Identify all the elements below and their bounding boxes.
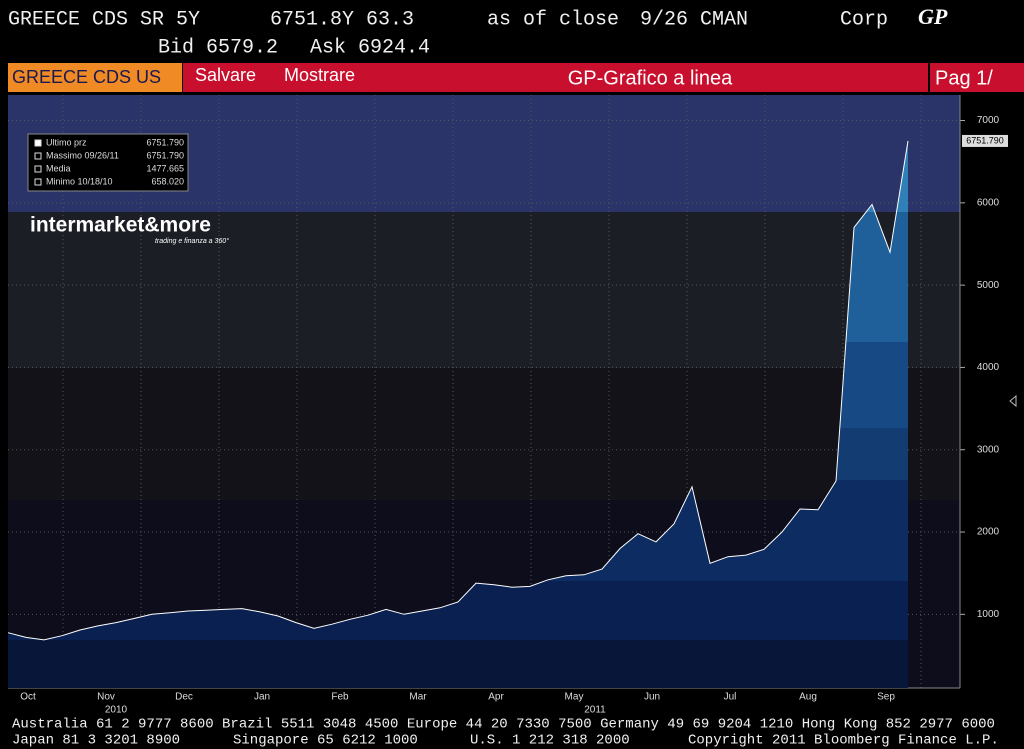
line	[7, 140, 909, 641]
watermark-tagline: trading e finanza a 360°	[155, 237, 229, 245]
price: 6751.8Y 63.3	[270, 8, 414, 31]
y-tick-label: 5000	[977, 280, 1000, 291]
y-tick-label: 6000	[977, 197, 1000, 208]
footer-line: Singapore 65 6212 1000	[233, 733, 418, 749]
stats-value: 6751.790	[146, 137, 184, 147]
x-tick-label: Dec	[175, 692, 193, 703]
ticker-box	[8, 63, 182, 92]
stats-frame	[27, 133, 189, 192]
toolbar	[183, 63, 928, 92]
market: Corp	[840, 8, 888, 31]
show-button[interactable]: Mostrare	[284, 65, 355, 85]
last-value-box	[962, 134, 1008, 147]
watermark-brand: intermarket&more	[30, 214, 211, 237]
x-tick-label: Oct	[20, 692, 36, 703]
x-tick-label: Apr	[488, 692, 504, 703]
x-tick-label: Jun	[644, 692, 660, 703]
stats-icon	[34, 139, 42, 147]
stats-label: Ultimo prz	[46, 137, 87, 147]
security: GREECE CDS SR 5Y	[8, 8, 200, 31]
stats-box: Ultimo prz 6751.790 Massimo 09/26/11 6751.7…	[27, 133, 189, 192]
y-tick-label: 3000	[977, 444, 1000, 455]
band	[8, 368, 960, 500]
x-tick-label: May	[565, 692, 584, 703]
year-label: 2011	[584, 705, 606, 716]
stats-label: Minimo 10/18/10	[46, 176, 113, 186]
y-tick-label: 1000	[977, 609, 1000, 620]
x-tick-label: Sep	[877, 692, 895, 703]
x-tick-label: Jul	[724, 692, 737, 703]
last-value-label: 6751.790	[966, 135, 1004, 145]
ask: Ask 6924.4	[310, 36, 430, 59]
area-band	[8, 640, 908, 688]
band	[8, 212, 960, 368]
x-tick-label: Feb	[331, 692, 349, 703]
stats-icon	[34, 152, 42, 160]
y-tick-label: 2000	[977, 527, 1000, 538]
y-tick-label: 4000	[977, 362, 1000, 373]
y-tick-label: 7000	[977, 115, 1000, 126]
date: 9/26 CMAN	[640, 8, 748, 31]
as-of: as of close	[487, 8, 619, 31]
page[interactable]: Pag 1/	[935, 67, 993, 89]
stats-value: 1477.665	[146, 163, 184, 173]
ticker: GREECE CDS US	[12, 67, 161, 87]
x-tick-label: Nov	[97, 692, 115, 703]
toolbar-title: GP-Grafico a linea	[568, 67, 733, 89]
footer-line: Australia 61 2 9777 8600 Brazil 5511 304…	[12, 717, 995, 733]
stats-value: 6751.790	[146, 150, 184, 160]
stats-icon	[34, 178, 42, 186]
stats-label: Media	[46, 163, 71, 173]
stats-icon	[34, 165, 42, 173]
footer-line: U.S. 1 212 318 2000	[470, 733, 630, 749]
function: GP	[918, 4, 948, 29]
footer-line: Copyright 2011 Bloomberg Finance L.P.	[688, 733, 999, 749]
page-box	[930, 63, 1024, 92]
stats-label: Massimo 09/26/11	[46, 150, 119, 160]
x-tick-label: Aug	[799, 692, 817, 703]
bid: Bid 6579.2	[158, 36, 278, 59]
footer-line: Japan 81 3 3201 8900	[12, 733, 180, 749]
save-button[interactable]: Salvare	[195, 65, 256, 85]
x-tick-label: Mar	[409, 692, 427, 703]
x-tick-label: Jan	[254, 692, 270, 703]
collapse-icon[interactable]	[1009, 394, 1017, 408]
year-label: 2010	[105, 705, 128, 716]
stats-value: 658.020	[151, 176, 184, 186]
